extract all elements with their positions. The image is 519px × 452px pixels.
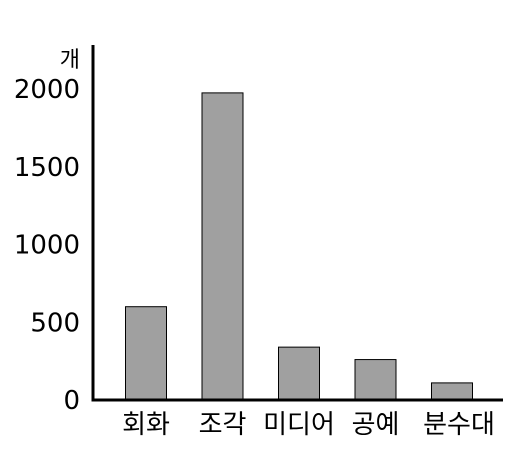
x-tick-label: 미디어 (263, 410, 335, 440)
bar-회화 (126, 307, 167, 400)
bar-미디어 (279, 347, 320, 400)
y-tick-labels: 0 500 1000 1500 2000 (14, 75, 80, 416)
x-tick-labels: 회화 조각 미디어 공예 분수대 (122, 410, 495, 440)
y-tick-label: 0 (63, 386, 80, 416)
y-axis-unit-label: 개 (60, 48, 80, 73)
x-tick-label: 회화 (122, 410, 170, 440)
bar-공예 (355, 360, 396, 400)
bars-group (126, 93, 473, 400)
bar-조각 (202, 93, 243, 400)
y-tick-label: 1500 (14, 153, 80, 183)
bar-분수대 (432, 383, 473, 400)
y-tick-label: 2000 (14, 75, 80, 105)
x-tick-label: 조각 (199, 410, 247, 440)
y-tick-label: 500 (30, 308, 80, 338)
x-tick-label: 공예 (352, 410, 400, 440)
y-tick-label: 1000 (14, 231, 80, 261)
x-tick-label: 분수대 (423, 410, 495, 440)
